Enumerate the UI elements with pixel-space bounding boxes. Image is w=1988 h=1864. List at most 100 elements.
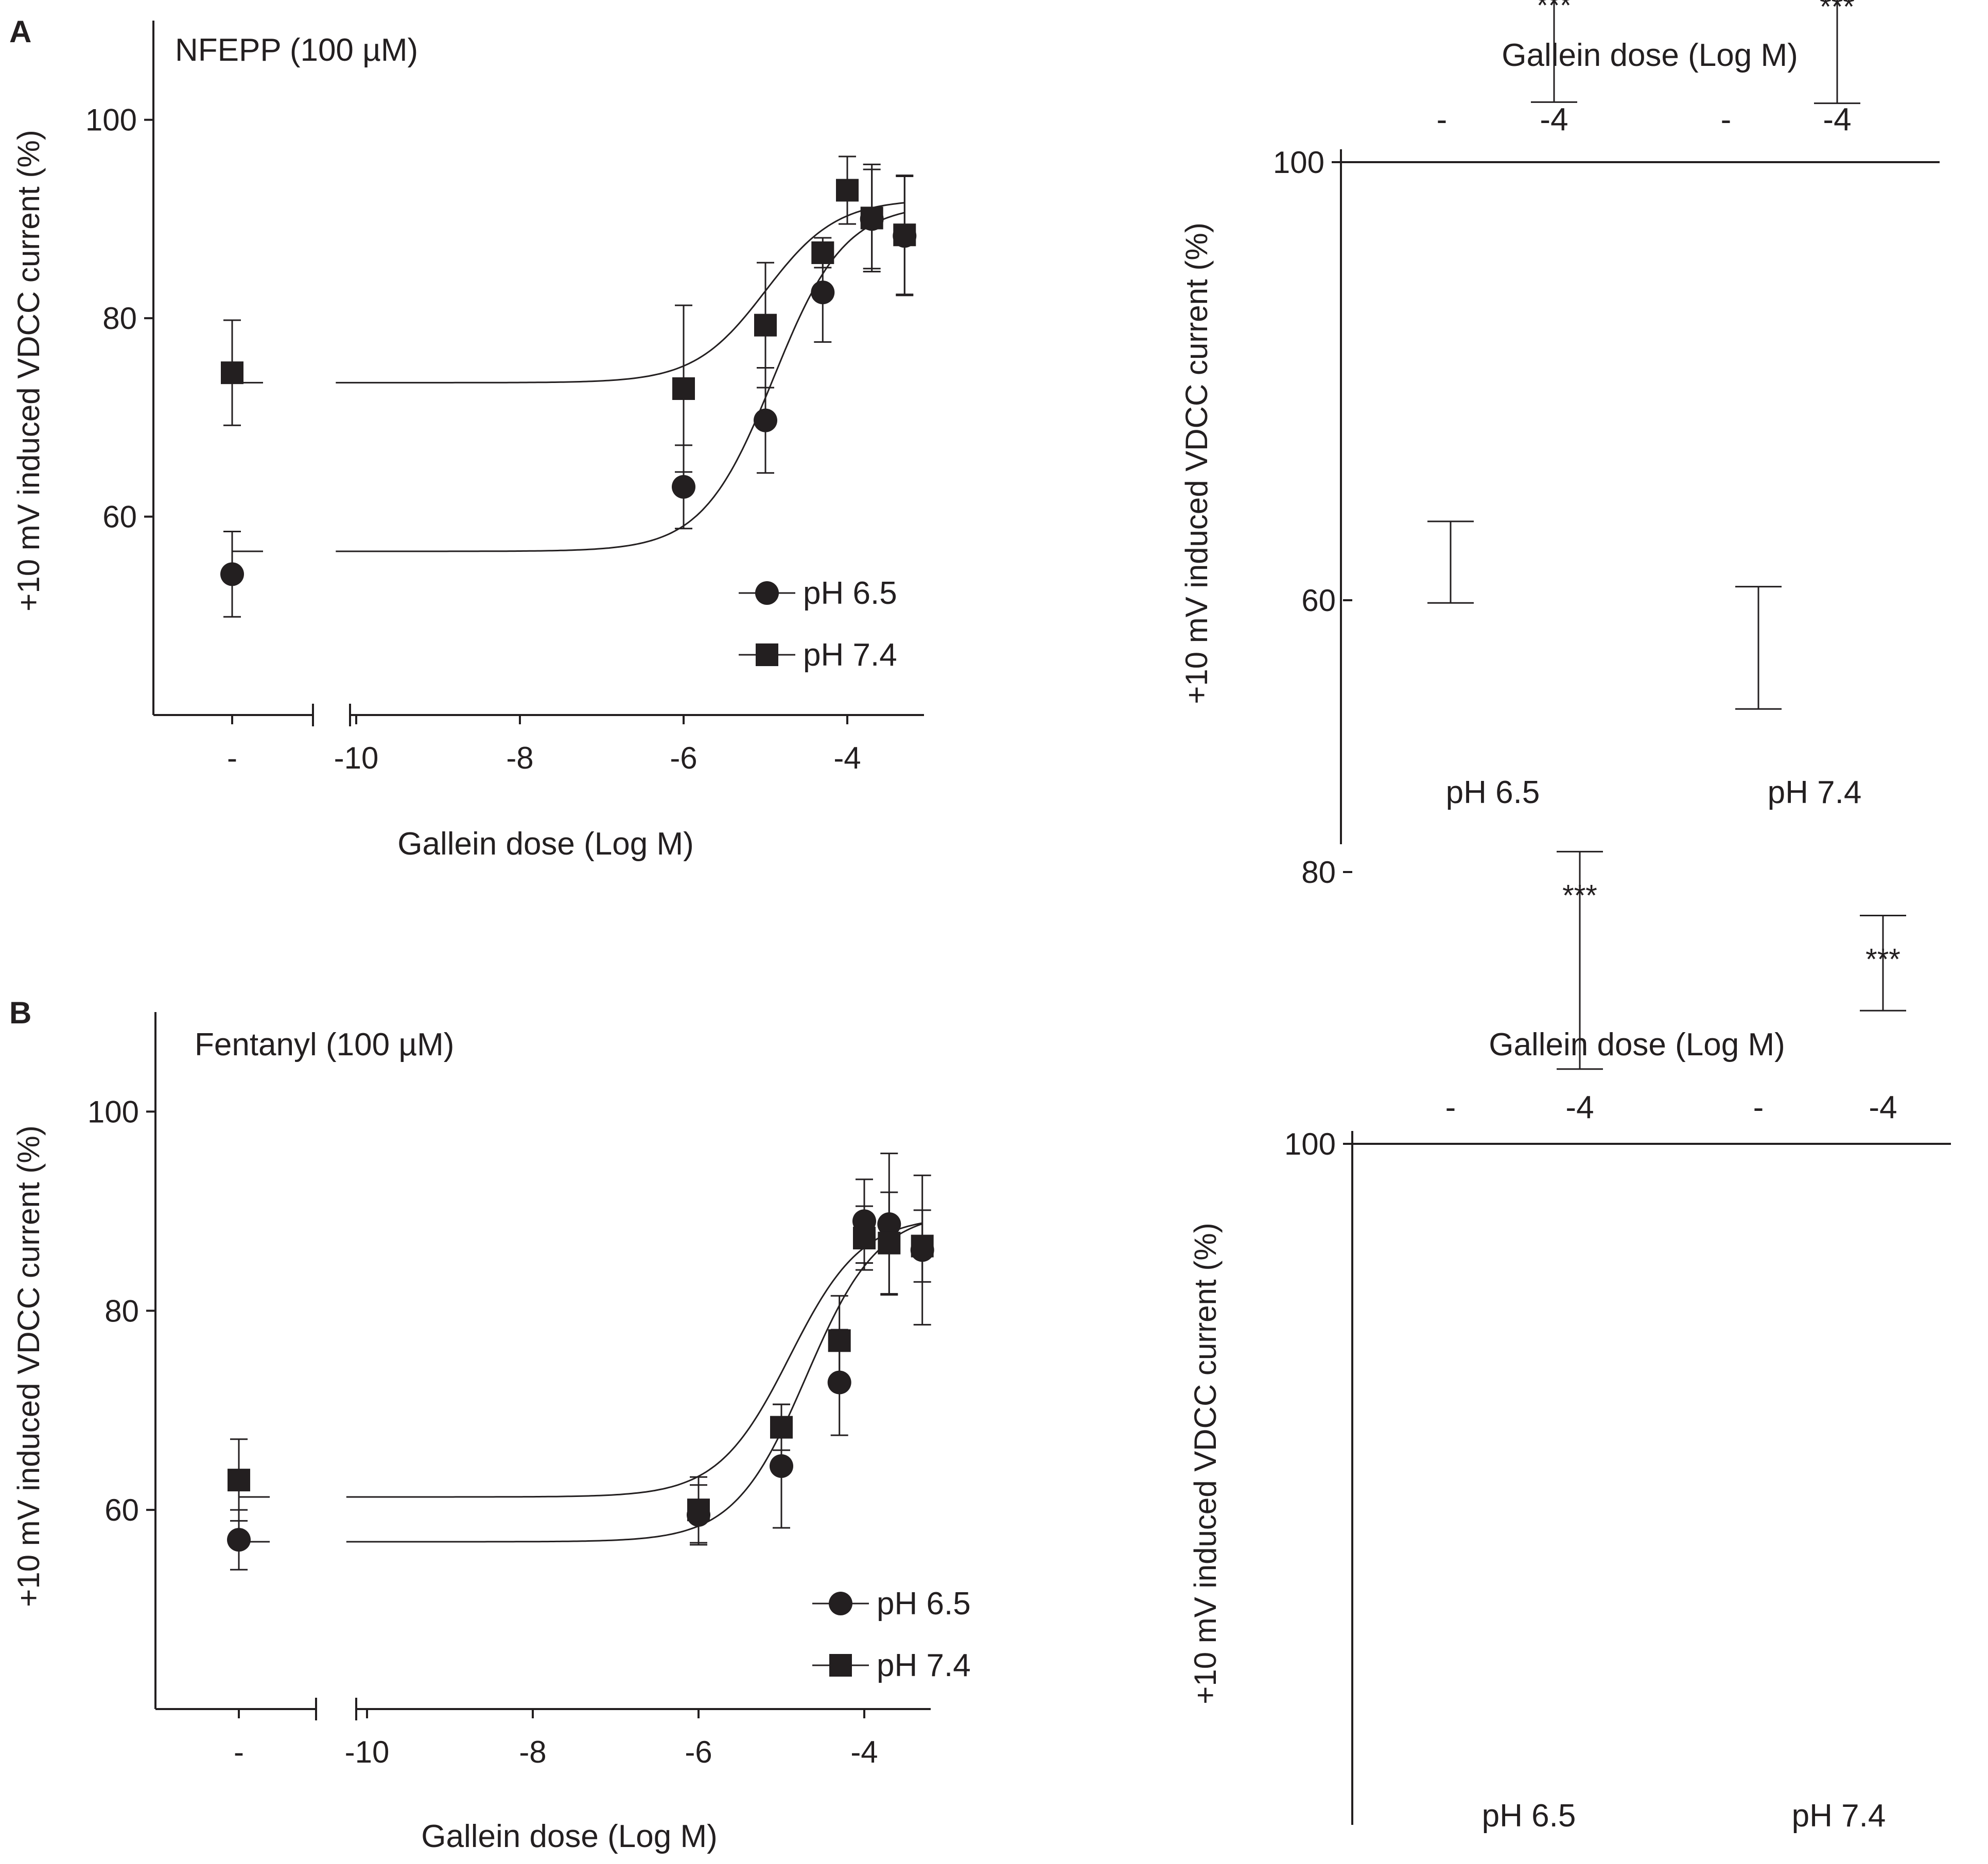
data-point-circle xyxy=(227,1528,251,1552)
data-point-square xyxy=(770,1416,793,1439)
panel-label-b: B xyxy=(9,996,31,1030)
dose-label: - xyxy=(1753,1090,1764,1125)
legend-label: pH 7.4 xyxy=(803,637,897,673)
legend-entry: pH 6.5 xyxy=(739,576,897,611)
legend-entry: pH 7.4 xyxy=(812,1648,971,1683)
bar-ph-7.4-gallein: *** xyxy=(1860,914,1906,1012)
x-tick-label: -10 xyxy=(345,1735,390,1769)
series-ph-7.4 xyxy=(221,155,916,473)
y-tick-label: 80 xyxy=(1301,855,1336,890)
group-label: pH 7.4 xyxy=(1768,775,1862,810)
error-bar xyxy=(1557,850,1603,1070)
data-point-square xyxy=(811,241,834,264)
panel-a-bar-chart: Gallein dose (Log M) +10 mV induced VDCC… xyxy=(1179,0,1940,844)
error-bar xyxy=(1735,586,1782,710)
legend-marker-circle xyxy=(755,581,779,605)
data-point-square xyxy=(228,1469,250,1492)
x-axis-label: Gallein dose (Log M) xyxy=(421,1819,718,1854)
data-point-circle xyxy=(220,562,244,586)
y-axis-label: +10 mV induced VDCC current (%) xyxy=(1179,222,1214,704)
series-ph-7.4 xyxy=(228,1191,934,1544)
x-tick-label: -8 xyxy=(506,741,533,775)
bar-ph-6.5-control xyxy=(1427,520,1474,604)
x-tick-label: -10 xyxy=(334,741,379,775)
data-point-square xyxy=(836,179,859,202)
data-point-circle xyxy=(672,475,695,499)
series-ph-6.5 xyxy=(227,1153,934,1571)
significance-label: *** xyxy=(1537,0,1572,23)
y-axis-label: +10 mV induced VDCC current (%) xyxy=(1188,1223,1223,1704)
bar-ph-7.4-control xyxy=(1735,586,1782,710)
dose-header: Gallein dose (Log M) xyxy=(1502,38,1798,73)
data-point-square xyxy=(853,1227,876,1250)
x-tick-label: -4 xyxy=(850,1735,878,1769)
significance-label: *** xyxy=(1562,879,1597,912)
y-tick-label: 100 xyxy=(85,103,137,137)
y-tick-label: 100 xyxy=(1284,1127,1336,1161)
bar-ph-6.5-gallein: *** xyxy=(1557,850,1603,1070)
x-tick-label: -6 xyxy=(670,741,697,775)
x-tick-label: -6 xyxy=(685,1735,712,1769)
bar-ph-7.4-gallein: *** xyxy=(1814,0,1860,104)
dose-label: -4 xyxy=(1565,1090,1594,1125)
y-tick-label: 100 xyxy=(88,1094,139,1129)
data-point-square xyxy=(221,361,243,385)
error-bar xyxy=(1427,520,1474,604)
y-tick-label: 80 xyxy=(102,301,137,336)
error-bar xyxy=(1531,0,1577,103)
dose-header: Gallein dose (Log M) xyxy=(1489,1027,1785,1062)
y-axis-label: +10 mV induced VDCC current (%) xyxy=(11,1125,46,1607)
fit-curve xyxy=(346,1222,922,1498)
x-axis-label: Gallein dose (Log M) xyxy=(397,826,694,862)
y-tick-label: 100 xyxy=(1273,145,1324,180)
series-ph-6.5 xyxy=(220,168,917,618)
data-point-square xyxy=(911,1234,934,1258)
y-tick-label: 80 xyxy=(104,1294,139,1328)
legend: pH 6.5 pH 7.4 xyxy=(812,1586,971,1683)
group-label: pH 7.4 xyxy=(1792,1798,1886,1834)
x-tick-label: -4 xyxy=(833,741,861,775)
fit-curve xyxy=(336,202,905,384)
y-tick-label: 60 xyxy=(102,500,137,534)
error-bar xyxy=(1814,0,1860,104)
y-axis-label: +10 mV induced VDCC current (%) xyxy=(11,130,46,611)
x-tick-label: -8 xyxy=(519,1735,546,1769)
panel-a-dose-response: A NFEPP (100 µM) +10 mV induced VDCC cur… xyxy=(9,14,924,862)
dose-label: -4 xyxy=(1540,102,1568,137)
error-bar xyxy=(1860,914,1906,1012)
panel-label-a: A xyxy=(9,14,31,49)
group-label: pH 6.5 xyxy=(1482,1798,1576,1834)
legend-label: pH 6.5 xyxy=(803,576,897,611)
data-point-square xyxy=(687,1499,710,1522)
x-tick-label: - xyxy=(234,1735,244,1769)
chart-title-fentanyl: Fentanyl (100 µM) xyxy=(195,1027,454,1062)
legend-entry: pH 6.5 xyxy=(812,1586,971,1622)
legend-label: pH 7.4 xyxy=(877,1648,971,1683)
data-point-circle xyxy=(811,281,835,305)
legend-marker-square xyxy=(829,1654,852,1677)
legend-label: pH 6.5 xyxy=(877,1586,971,1622)
fit-curve xyxy=(336,212,905,552)
significance-label: *** xyxy=(1865,943,1900,976)
data-point-circle xyxy=(754,408,777,432)
legend-marker-square xyxy=(756,643,778,666)
dose-label: -4 xyxy=(1823,102,1851,137)
panel-b-dose-response: B Fentanyl (100 µM) +10 mV induced VDCC … xyxy=(9,996,971,1854)
x-tick-label: - xyxy=(227,741,237,775)
group-label: pH 6.5 xyxy=(1446,775,1540,810)
legend-marker-circle xyxy=(829,1592,852,1615)
bar-ph-6.5-gallein: *** xyxy=(1531,0,1577,103)
dose-label: -4 xyxy=(1869,1090,1897,1125)
fit-curve xyxy=(346,1223,923,1543)
data-point-square xyxy=(828,1329,851,1352)
significance-label: *** xyxy=(1820,0,1855,24)
legend-entry: pH 7.4 xyxy=(739,637,897,673)
y-tick-label: 60 xyxy=(104,1493,139,1527)
dose-label: - xyxy=(1445,1090,1456,1125)
data-point-square xyxy=(860,206,883,230)
dose-label: - xyxy=(1437,102,1448,137)
panel-b-bar-chart: Gallein dose (Log M) +10 mV induced VDCC… xyxy=(1188,520,1951,1834)
data-point-square xyxy=(878,1231,901,1255)
dose-label: - xyxy=(1721,102,1732,137)
chart-title-nfepp: NFEPP (100 µM) xyxy=(175,32,418,68)
